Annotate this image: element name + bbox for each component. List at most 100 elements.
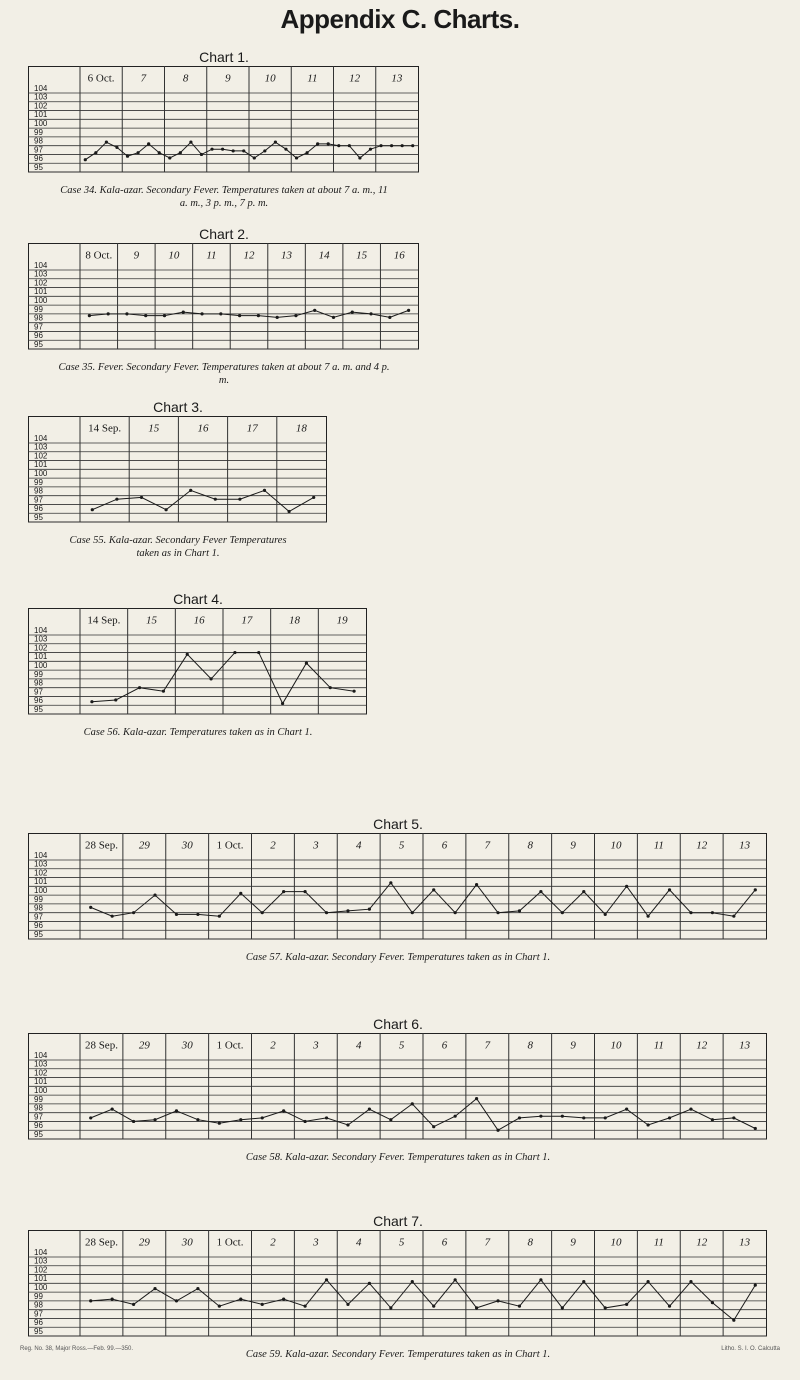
reading-dot xyxy=(667,1116,672,1120)
reading-dot xyxy=(90,508,94,512)
y-tick-label: 99 xyxy=(34,128,43,137)
reading-dot xyxy=(407,308,411,312)
day-label: 13 xyxy=(739,840,751,852)
reading-dot xyxy=(517,1304,522,1308)
y-tick-label: 98 xyxy=(34,679,43,688)
day-label: 14 xyxy=(319,250,331,262)
reading-dot xyxy=(153,1118,157,1122)
chart: Chart 7. 95 96 97 98 99 100 101 102 103 104 28 Sep.… xyxy=(28,1212,768,1361)
reading-dot xyxy=(89,1299,93,1303)
temperature-line xyxy=(89,309,409,318)
day-label: 8 xyxy=(183,73,189,85)
reading-dot xyxy=(110,1297,114,1301)
day-label: 9 xyxy=(134,250,140,262)
reading-dot xyxy=(239,891,243,895)
day-label: 15 xyxy=(148,423,160,435)
reading-dot xyxy=(474,1097,479,1101)
day-label: 8 Oct. xyxy=(85,250,112,262)
caption: Case 35. Fever. Secondary Fever. Tempera… xyxy=(58,362,390,386)
y-tick-label: 96 xyxy=(34,921,43,930)
day-label: 1 Oct. xyxy=(217,1040,244,1052)
reading-dot xyxy=(87,314,91,318)
day-label: 5 xyxy=(399,1040,405,1052)
reading-dot xyxy=(89,1116,93,1120)
reading-dot xyxy=(603,1306,607,1310)
reading-dot xyxy=(181,310,185,314)
reading-dot xyxy=(153,1287,157,1291)
y-tick-label: 104 xyxy=(34,434,48,443)
reading-dot xyxy=(389,144,394,148)
reading-dot xyxy=(196,912,200,917)
reading-dot xyxy=(174,1109,179,1113)
reading-dot xyxy=(174,1299,179,1303)
reading-dot xyxy=(125,154,130,158)
page-title: Appendix C. Charts. xyxy=(280,4,520,34)
reading-dot xyxy=(560,911,564,915)
y-tick-label: 102 xyxy=(34,101,48,110)
reading-dot xyxy=(539,890,543,894)
reading-dot xyxy=(178,151,182,155)
y-tick-label: 100 xyxy=(34,1086,48,1095)
reading-dot xyxy=(115,145,119,150)
day-label: 15 xyxy=(356,250,368,262)
y-tick-label: 97 xyxy=(34,495,43,504)
day-label: 17 xyxy=(241,615,253,627)
reading-dot xyxy=(582,1116,586,1120)
day-label: 29 xyxy=(139,1040,151,1052)
chart: Chart 3. 95 96 97 98 99 100 101 102 103 104 14 Sep.… xyxy=(28,398,328,560)
reading-dot xyxy=(367,1281,372,1285)
y-tick-label: 96 xyxy=(34,1318,43,1327)
reading-dot xyxy=(220,147,225,151)
chart-title: Chart 4. xyxy=(173,591,223,607)
reading-dot xyxy=(316,142,320,146)
reading-dot xyxy=(294,156,299,160)
y-tick-label: 98 xyxy=(34,314,43,323)
y-tick-label: 102 xyxy=(34,1068,48,1077)
day-label: 28 Sep. xyxy=(85,840,118,852)
y-tick-label: 100 xyxy=(34,119,48,128)
reading-dot xyxy=(389,881,393,885)
day-label: 10 xyxy=(610,1237,622,1249)
reading-dot xyxy=(106,312,110,316)
reading-dot xyxy=(262,488,267,492)
reading-dot xyxy=(189,488,193,492)
day-label: 1 Oct. xyxy=(217,840,244,852)
day-label: 11 xyxy=(654,1237,664,1249)
day-label: 29 xyxy=(139,1237,151,1249)
reading-dot xyxy=(217,1121,221,1125)
reading-dot xyxy=(213,497,217,501)
day-label: 10 xyxy=(610,840,622,852)
reading-dot xyxy=(304,661,309,665)
y-tick-label: 98 xyxy=(34,137,43,146)
reading-dot xyxy=(294,314,298,318)
reading-dot xyxy=(389,1118,393,1122)
reading-dot xyxy=(217,914,221,918)
reading-dot xyxy=(282,1297,286,1301)
y-tick-label: 95 xyxy=(34,513,43,522)
reading-dot xyxy=(667,1304,672,1308)
y-tick-label: 100 xyxy=(34,296,48,305)
day-label: 16 xyxy=(194,615,206,627)
chart: Chart 6. 95 96 97 98 99 100 101 102 103 104 28 Sep.… xyxy=(28,1015,768,1164)
reading-dot xyxy=(560,1114,564,1118)
y-tick-label: 96 xyxy=(34,696,43,705)
day-label: 4 xyxy=(356,1237,362,1249)
y-tick-label: 104 xyxy=(34,626,48,635)
reading-dot xyxy=(432,1304,436,1308)
day-label: 30 xyxy=(181,1237,194,1249)
y-tick-label: 98 xyxy=(34,904,43,913)
caption: Case 55. Kala-azar. Secondary Fever Temp… xyxy=(69,535,287,559)
day-label: 13 xyxy=(281,250,293,262)
day-label: 4 xyxy=(356,840,362,852)
day-label: 9 xyxy=(570,1040,576,1052)
chart-title: Chart 5. xyxy=(373,816,423,832)
reading-dot xyxy=(275,315,279,319)
footer-left: Reg. No. 38, Major Ross.—Feb. 99.—350. xyxy=(20,1346,134,1352)
reading-dot xyxy=(199,152,204,157)
reading-dot xyxy=(432,1125,436,1129)
reading-dot xyxy=(689,1279,693,1284)
reading-dot xyxy=(410,1279,414,1284)
